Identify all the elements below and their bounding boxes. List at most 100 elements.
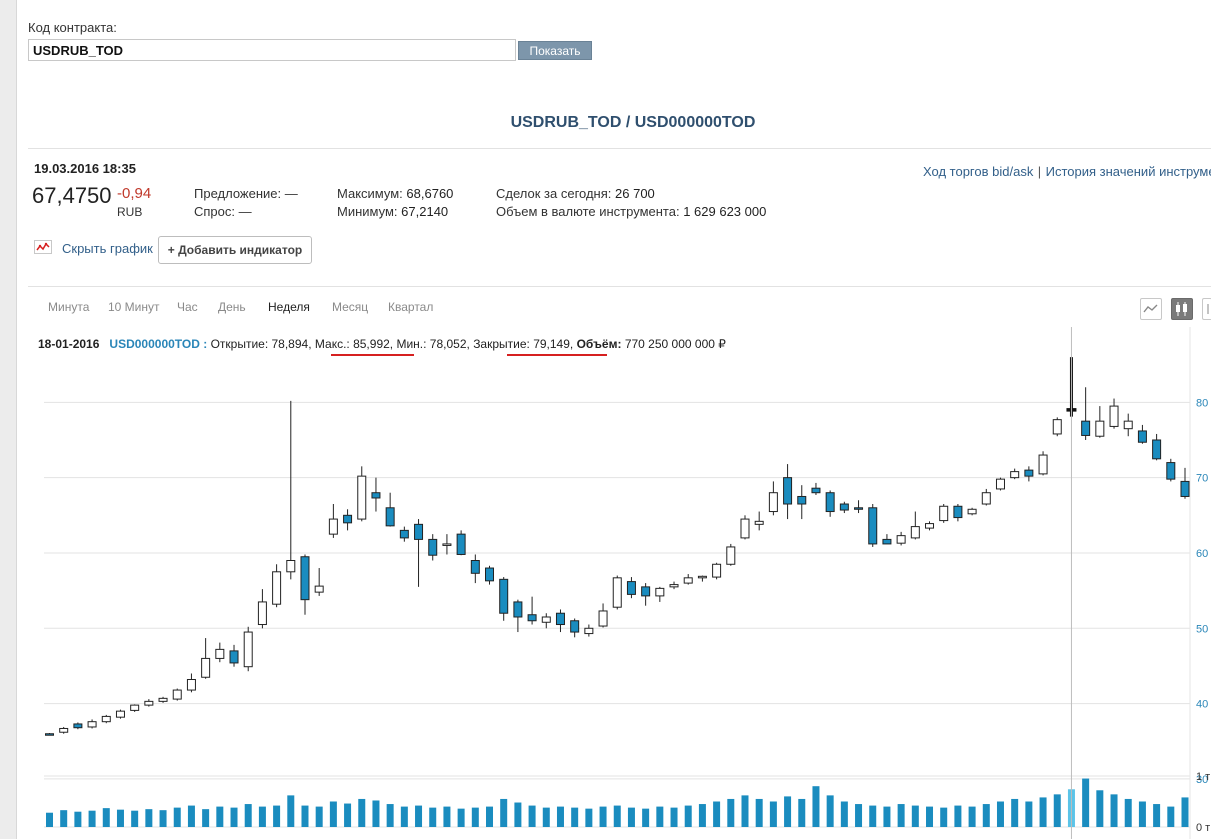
volume-bar <box>897 804 905 827</box>
candle-body-up <box>669 584 679 588</box>
period-week[interactable]: Неделя <box>268 300 310 314</box>
bar-chart-icon <box>1207 304 1209 314</box>
candle <box>712 562 722 580</box>
max-value: 68,6760 <box>406 186 454 201</box>
contract-input[interactable] <box>28 39 516 61</box>
candle <box>485 565 495 585</box>
volume-bar <box>670 807 678 827</box>
candle-body-up <box>683 577 693 584</box>
candle <box>1024 466 1034 482</box>
candle <box>811 482 821 495</box>
candle-body-up <box>1038 454 1048 475</box>
candle-body-down <box>570 620 580 633</box>
period-quarter[interactable]: Квартал <box>388 300 434 314</box>
candle-chart-button[interactable] <box>1171 298 1193 320</box>
period-month[interactable]: Месяц <box>332 300 369 314</box>
volume-bar <box>996 801 1004 827</box>
candle <box>683 574 693 585</box>
period-minute[interactable]: Минута <box>48 300 90 314</box>
candle <box>697 575 707 582</box>
volume-bar <box>698 804 706 827</box>
volume-bar <box>1096 790 1104 827</box>
volume-bar <box>159 810 167 827</box>
candle <box>527 596 537 625</box>
candle-body-up <box>272 571 282 605</box>
hide-chart-link[interactable]: Скрыть график <box>62 241 153 256</box>
max-underline <box>331 354 414 356</box>
volume-bar <box>1025 801 1033 827</box>
volume-bar <box>415 805 423 827</box>
candle-body-up <box>1052 419 1062 435</box>
line-chart-button[interactable] <box>1140 298 1162 320</box>
candle <box>797 485 807 520</box>
link-separator: | <box>1037 164 1042 179</box>
volume-bar <box>358 798 366 827</box>
candle <box>144 699 154 707</box>
candle-body-up <box>995 478 1005 490</box>
volume-bar <box>244 804 252 827</box>
y-tick-label: 60 <box>1196 548 1208 560</box>
candle-body-up <box>144 700 154 706</box>
volume-bar <box>202 809 210 827</box>
volume-bar <box>727 798 735 827</box>
candle-body-down <box>783 477 793 505</box>
candle <box>300 554 310 615</box>
candle-body-up <box>598 610 608 627</box>
volume-bar <box>656 806 664 827</box>
bar-chart-button[interactable] <box>1202 298 1211 320</box>
volume-bar <box>911 805 919 827</box>
period-day[interactable]: День <box>218 300 246 314</box>
candle <box>87 719 97 729</box>
volume-bar <box>500 798 508 827</box>
volume-row: Объем в валюте инструмента: 1 629 623 00… <box>496 204 766 219</box>
candle <box>541 613 551 629</box>
candle <box>272 564 282 608</box>
volume-bar <box>1082 778 1090 827</box>
candle <box>456 530 466 556</box>
candle-body-up <box>584 627 594 635</box>
candle <box>655 586 665 602</box>
show-button[interactable]: Показать <box>518 41 592 60</box>
candle <box>882 534 892 545</box>
volume-value: 1 629 623 000 <box>683 204 767 219</box>
volume-bar <box>528 805 536 827</box>
volume-bar <box>940 807 948 827</box>
chart-toggle-icon[interactable] <box>34 240 52 254</box>
volume-bar <box>855 804 863 827</box>
candle <box>783 464 793 520</box>
volume-bar <box>542 807 550 827</box>
volume-bar <box>216 806 224 827</box>
last-price: 67,4750 <box>32 183 112 208</box>
candle <box>854 500 864 514</box>
price-axis: 30 40 50 60 70 80 1 т 0 т <box>1189 327 1210 839</box>
candle <box>953 504 963 522</box>
period-hour[interactable]: Час <box>177 300 198 314</box>
candle <box>428 534 438 561</box>
candle-body-up <box>655 587 665 597</box>
max-label: Максимум: <box>337 186 403 201</box>
volume-bar <box>173 807 181 827</box>
candle <box>939 504 949 523</box>
candle-body-up <box>215 648 225 659</box>
volume-bar <box>1124 798 1132 827</box>
volume-bar <box>883 806 891 827</box>
candle-body-up <box>130 704 140 711</box>
candle-body-up <box>754 520 764 525</box>
bidask-link[interactable]: Ход торгов bid/ask <box>923 164 1034 179</box>
history-link[interactable]: История значений инструме <box>1045 164 1211 179</box>
candle <box>896 531 906 546</box>
candle-body-up <box>172 689 182 700</box>
volume-bar <box>60 810 68 827</box>
candle <box>1038 451 1048 476</box>
candle <box>839 501 849 514</box>
add-indicator-button[interactable]: + Добавить индикатор <box>158 236 312 264</box>
volume-bar <box>741 795 749 827</box>
volume-bar <box>599 806 607 827</box>
volume-bar <box>46 812 53 827</box>
period-10min[interactable]: 10 Минут <box>108 300 160 314</box>
candle <box>186 673 196 693</box>
info-open: Открытие: 78,894, <box>210 337 312 351</box>
candle-body-up <box>697 575 707 579</box>
header-links: Ход торгов bid/ask | История значений ин… <box>923 163 1211 181</box>
